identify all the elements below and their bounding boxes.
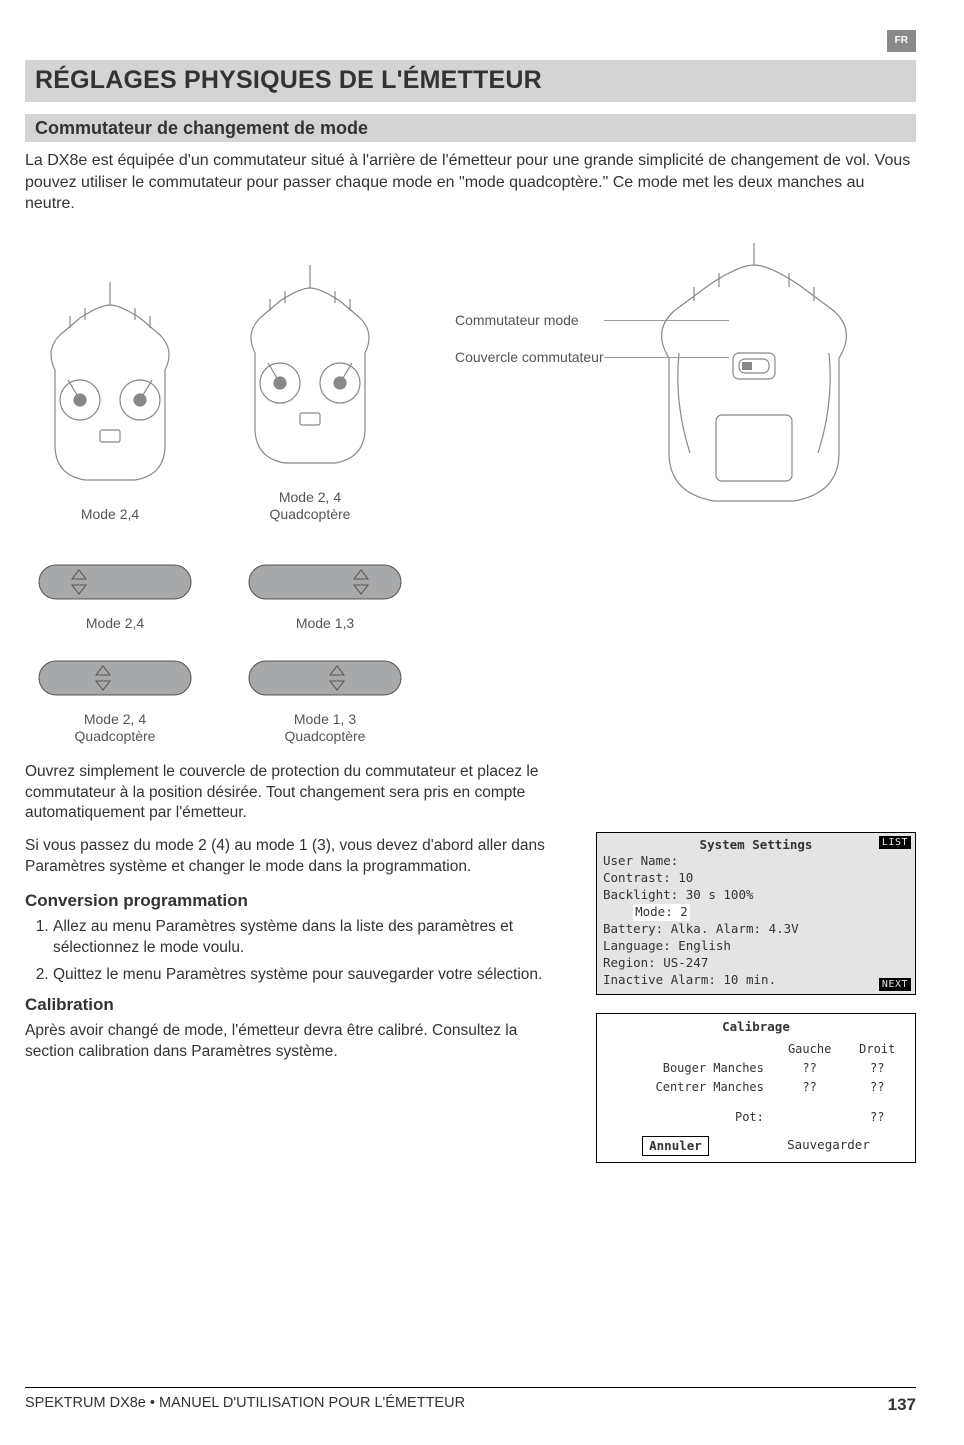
lcd-footer-buttons: Annuler Sauvegarder (603, 1136, 909, 1156)
footer-text: SPEKTRUM DX8e • MANUEL D'UTILISATION POU… (25, 1394, 465, 1417)
lcd-row: Battery: Alka. Alarm: 4.3V (603, 921, 909, 938)
caption: Mode 2,4 (25, 506, 195, 523)
caption: Mode 2, 4Quadcoptère (25, 711, 205, 743)
switch-mode-2-4: Mode 2,4 (25, 559, 205, 631)
steps-list: Allez au menu Paramètres système dans la… (53, 917, 566, 986)
intro-paragraph: La DX8e est équipée d'un commutateur sit… (25, 150, 916, 215)
lcd-row: Backlight: 30 s 100% (603, 887, 909, 904)
paragraph: Si vous passez du mode 2 (4) au mode 1 (… (25, 836, 566, 878)
switch-icon (35, 559, 195, 605)
caption: Mode 2, 4 Quadcoptère (225, 489, 395, 523)
section-title: Commutateur de changement de mode (25, 114, 916, 142)
lcd-cancel-button: Annuler (642, 1136, 709, 1156)
text-column: Ouvrez simplement le couvercle de protec… (25, 762, 566, 1164)
list-item: Quittez le menu Paramètres système pour … (53, 965, 566, 986)
caption: Mode 1, 3Quadcoptère (235, 711, 415, 743)
transmitter-front-1: Mode 2,4 (25, 280, 195, 523)
lcd-row: Contrast: 10 (603, 870, 909, 887)
table-row: Centrer Manches???? (605, 1079, 907, 1096)
lcd-system-settings: LIST System Settings User Name: Contrast… (596, 832, 916, 996)
callout-switch-cover: Couvercle commutateur (455, 348, 604, 367)
switch-icon (245, 559, 405, 605)
transmitter-rear (624, 243, 884, 523)
table-row: Bouger Manches???? (605, 1060, 907, 1077)
paragraph: Ouvrez simplement le couvercle de protec… (25, 762, 566, 825)
transmitter-front-2: Mode 2, 4 Quadcoptère (225, 263, 395, 523)
caption: Mode 2,4 (25, 615, 205, 631)
lcd-title: System Settings (603, 837, 909, 854)
content-columns: Ouvrez simplement le couvercle de protec… (25, 762, 916, 1164)
caption: Mode 1,3 (235, 615, 415, 631)
subheading-conversion: Conversion programmation (25, 890, 566, 913)
lcd-table: GaucheDroit Bouger Manches???? Centrer M… (603, 1039, 909, 1129)
page-body: RÉGLAGES PHYSIQUES DE L'ÉMETTEUR Commuta… (0, 0, 964, 1163)
switch-icon (245, 655, 405, 701)
lcd-row: Inactive Alarm: 10 min. (603, 972, 909, 989)
callout-mode-switch: Commutateur mode (455, 311, 604, 330)
switch-position-grid: Mode 2,4 Mode 1,3 Mode 2, 4Quadco (25, 559, 916, 744)
subheading-calibration: Calibration (25, 994, 566, 1017)
language-tab: FR (887, 30, 916, 52)
switch-mode-1-3-quad: Mode 1, 3Quadcoptère (235, 655, 415, 743)
page-number: 137 (888, 1394, 916, 1417)
page-footer: SPEKTRUM DX8e • MANUEL D'UTILISATION POU… (25, 1387, 916, 1417)
rear-callouts: Commutateur mode Couvercle commutateur (455, 311, 604, 385)
lcd-save-button: Sauvegarder (787, 1136, 870, 1156)
lcd-list-tag: LIST (879, 836, 911, 850)
table-row: Pot:?? (605, 1109, 907, 1126)
paragraph: Après avoir changé de mode, l'émetteur d… (25, 1021, 566, 1063)
lcd-row: User Name: (603, 853, 909, 870)
lcd-row: Region: US-247 (603, 955, 909, 972)
lcd-title: Calibrage (603, 1018, 909, 1036)
switch-mode-2-4-quad: Mode 2, 4Quadcoptère (25, 655, 205, 743)
switch-icon (35, 655, 195, 701)
switch-mode-1-3: Mode 1,3 (235, 559, 415, 631)
page-title: RÉGLAGES PHYSIQUES DE L'ÉMETTEUR (25, 60, 916, 102)
lcd-calibrage: Calibrage GaucheDroit Bouger Manches????… (596, 1013, 916, 1163)
transmitter-rear-icon (624, 243, 884, 523)
transmitter-front-icon (225, 263, 395, 483)
lcd-row: Language: English (603, 938, 909, 955)
lcd-row: Mode: 2 (603, 904, 909, 921)
transmitter-front-icon (25, 280, 195, 500)
transmitter-figure-row: Mode 2,4 Mode 2, 4 Quadcoptère Co (25, 243, 916, 523)
lcd-column: LIST System Settings User Name: Contrast… (596, 762, 916, 1164)
list-item: Allez au menu Paramètres système dans la… (53, 917, 566, 959)
lcd-next-tag: NEXT (879, 978, 911, 992)
